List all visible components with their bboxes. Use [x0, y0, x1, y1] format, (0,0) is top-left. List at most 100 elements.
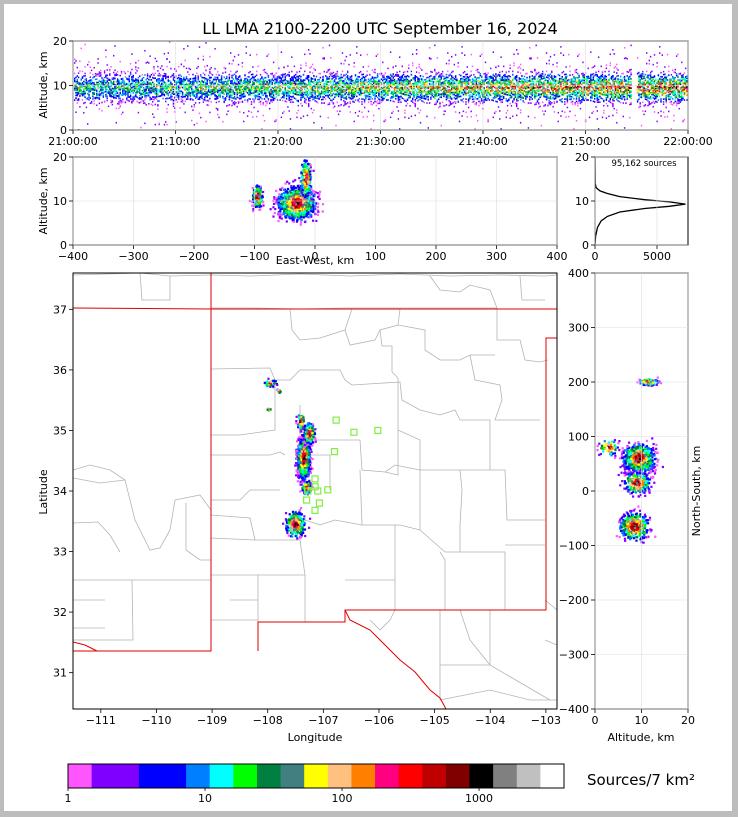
time-height-source [271, 83, 273, 85]
time-height-source [335, 74, 337, 77]
time-height-source [410, 87, 413, 90]
time-height-source [257, 91, 259, 94]
time-height-source [366, 86, 368, 89]
time-height-source [166, 88, 168, 91]
time-height-source [323, 70, 325, 73]
time-height-source [431, 92, 433, 95]
time-height-source [76, 88, 78, 90]
time-height-source [367, 91, 370, 94]
time-height-source [331, 75, 333, 78]
time-height-source [137, 59, 140, 62]
time-height-source [401, 75, 403, 78]
time-height-source [344, 84, 346, 86]
time-height-source [276, 90, 279, 93]
time-height-source [192, 92, 194, 95]
time-height-source [321, 80, 323, 82]
time-height-source [157, 82, 159, 84]
time-height-source [380, 82, 383, 84]
time-height-source [145, 83, 147, 86]
time-height-source [165, 97, 167, 100]
time-height-source [349, 111, 351, 113]
time-height-source [361, 81, 363, 84]
time-height-source [301, 94, 303, 96]
time-height-source [98, 90, 101, 93]
time-height-source [135, 68, 137, 71]
time-height-source [175, 83, 177, 85]
time-height-source [92, 85, 94, 87]
time-height-source [180, 75, 182, 78]
time-height-source [282, 80, 284, 82]
time-height-source [347, 102, 349, 104]
time-height-source [202, 58, 205, 61]
time-height-source [362, 92, 364, 94]
time-height-source [170, 87, 172, 90]
time-height-source [219, 85, 221, 88]
time-height-source [148, 82, 150, 85]
time-height-source [219, 91, 221, 94]
time-height-source [90, 87, 93, 90]
time-height-source [131, 77, 133, 79]
time-height-source [192, 91, 194, 93]
time-height-source [142, 86, 145, 89]
time-height-source [142, 76, 145, 79]
time-height-source [114, 77, 116, 80]
time-height-source [318, 79, 320, 82]
time-height-source [340, 96, 342, 98]
time-height-source [444, 79, 446, 82]
time-height-source [276, 79, 279, 82]
time-height-source [174, 99, 176, 102]
time-height-source [84, 96, 86, 98]
time-height-source [168, 61, 171, 63]
time-height-source [133, 85, 136, 88]
time-height-source [88, 61, 90, 63]
time-height-source [293, 65, 296, 68]
time-height-source [258, 95, 260, 98]
time-height-source [349, 86, 351, 88]
time-height-source [105, 56, 107, 58]
time-height-source [102, 84, 104, 86]
time-height-source [157, 78, 159, 80]
time-height-source [326, 80, 328, 82]
time-height-source [278, 81, 280, 84]
time-height-source [236, 90, 238, 92]
time-height-source [185, 82, 188, 85]
time-height-source [139, 88, 141, 91]
time-height-source [301, 92, 303, 94]
time-height-source [374, 82, 376, 84]
time-height-source [308, 105, 310, 108]
time-height-source [445, 88, 448, 90]
time-height-source [443, 82, 445, 85]
time-height-source [415, 94, 418, 96]
time-height-source [155, 86, 158, 88]
time-height-source [296, 112, 298, 114]
time-height-source [315, 83, 318, 86]
time-height-source [116, 74, 119, 76]
time-height-source [154, 72, 156, 75]
time-height-source [365, 86, 367, 88]
time-height-source [306, 78, 309, 81]
time-height-source [418, 86, 420, 88]
time-height-source [155, 94, 158, 96]
time-height-source [387, 77, 389, 80]
time-height-source [257, 80, 259, 83]
time-height-source [314, 93, 316, 96]
time-height-source [170, 76, 172, 78]
time-height-source [241, 65, 244, 68]
time-height-source [321, 93, 323, 96]
time-height-source [256, 81, 258, 84]
time-height-source [314, 90, 316, 93]
time-height-source [262, 114, 264, 117]
time-height-source [337, 92, 340, 94]
time-height-source [193, 123, 195, 126]
time-height-source [80, 83, 82, 85]
time-height-source [322, 76, 324, 79]
time-height-source [102, 94, 104, 97]
time-height-source [192, 94, 194, 97]
time-height-source [183, 77, 185, 80]
time-height-source [350, 91, 353, 94]
time-height-source [315, 95, 318, 97]
time-height-source [89, 97, 91, 99]
time-height-source [392, 100, 394, 103]
time-height-source [384, 86, 387, 89]
time-height-source [154, 96, 156, 99]
